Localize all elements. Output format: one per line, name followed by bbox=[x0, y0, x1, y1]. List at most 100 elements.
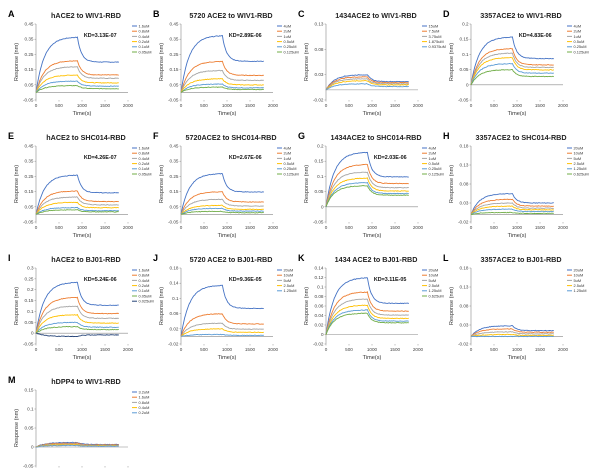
series-line bbox=[325, 76, 409, 91]
y-tick-label: 0.25 bbox=[170, 174, 179, 179]
y-tick-label: 0.35 bbox=[25, 159, 34, 164]
x-tick-label: 1000 bbox=[222, 225, 233, 230]
series-line bbox=[180, 207, 264, 215]
x-tick-label: 0 bbox=[470, 347, 473, 352]
legend-label: 4uM bbox=[574, 23, 582, 28]
chart-panel-g: G 1434ACE2 to SHC014-RBD-0.0500.050.10.15… bbox=[298, 131, 444, 239]
kd-annotation: KD=5.24E-06 bbox=[84, 277, 117, 283]
y-axis-label: Response (nm) bbox=[449, 287, 455, 325]
legend-label: 10uM bbox=[429, 273, 439, 278]
series-line bbox=[325, 163, 409, 207]
series-line bbox=[325, 291, 409, 335]
x-tick-label: 0 bbox=[180, 347, 183, 352]
series-line bbox=[180, 322, 264, 337]
series-line bbox=[180, 333, 264, 337]
legend-label: 0.8uM bbox=[139, 400, 150, 405]
legend-label: 0.05uM bbox=[139, 49, 152, 54]
series-line bbox=[325, 277, 410, 335]
legend-label: 0.5uM bbox=[284, 39, 295, 44]
y-tick-label: 0.02 bbox=[170, 326, 179, 331]
legend-label: 1uM bbox=[429, 156, 437, 161]
y-tick-label: 0.13 bbox=[460, 285, 469, 290]
series-line bbox=[180, 60, 264, 93]
legend-label: 0.2uM bbox=[139, 39, 150, 44]
x-tick-label: 2000 bbox=[123, 225, 134, 230]
series-line bbox=[470, 333, 554, 337]
x-tick-label: 500 bbox=[490, 225, 498, 230]
series-line bbox=[470, 331, 554, 338]
x-tick-label: 1000 bbox=[367, 103, 378, 108]
y-tick-label: 0.2 bbox=[317, 144, 324, 149]
panel-letter: I bbox=[8, 253, 11, 263]
legend-label: 0.625uM bbox=[574, 171, 589, 176]
chart-panel-j: J 5720 ACE2 to BJ01-RBD -0.02 0.02 0.06 0.1 0.… bbox=[153, 253, 296, 361]
y-tick-label: 0.3 bbox=[27, 266, 34, 271]
legend-label: 1.875uM bbox=[429, 39, 444, 44]
legend-label: 0.9375uM bbox=[429, 44, 446, 49]
x-tick-label: 0 bbox=[325, 347, 328, 352]
panel-title: 1434ACE2 to WIV1-RBD bbox=[335, 11, 416, 20]
legend-label: 7.5uM bbox=[429, 29, 440, 34]
x-tick-label: 2000 bbox=[123, 103, 134, 108]
x-axis-label: Time(s) bbox=[508, 355, 527, 361]
y-tick-label: 0.05 bbox=[170, 82, 179, 87]
legend-label: 2.5uM bbox=[429, 283, 440, 288]
x-axis-label: Time(s) bbox=[508, 233, 527, 239]
x-tick-label: 1500 bbox=[390, 225, 401, 230]
panel-title: 3357ACE2 to SHC014-RBD bbox=[475, 133, 566, 142]
y-axis-label: Response (nm) bbox=[304, 165, 310, 203]
x-tick-label: 2000 bbox=[558, 347, 569, 352]
panel-title: hACE2 to WIV1-RBD bbox=[51, 11, 121, 20]
y-tick-label: 0.1 bbox=[27, 407, 34, 412]
x-axis-label: Time(s) bbox=[218, 111, 237, 117]
chart-panel-c: C 1434ACE2 to WIV1-RBD -0.02 0.03 0.08 0.13 0 5… bbox=[298, 9, 446, 117]
legend-label: 0.8uM bbox=[139, 151, 150, 156]
series-line bbox=[470, 325, 554, 337]
y-tick-label: 0.15 bbox=[170, 67, 179, 72]
legend-label: 0.4uM bbox=[139, 34, 150, 39]
x-tick-label: 1500 bbox=[100, 103, 111, 108]
y-tick-label: 0.13 bbox=[460, 163, 469, 168]
x-axis-label: Time(s) bbox=[73, 233, 92, 239]
y-tick-label: 0.06 bbox=[170, 311, 179, 316]
legend-label: 4uM bbox=[284, 23, 292, 28]
y-axis-label: Response (nm) bbox=[14, 287, 20, 325]
x-tick-label: 1000 bbox=[367, 347, 378, 352]
series-line bbox=[470, 62, 555, 85]
series-line bbox=[35, 66, 119, 93]
series-line bbox=[470, 328, 554, 337]
y-tick-label: -0.05 bbox=[23, 464, 34, 468]
legend-label: 0.2uM bbox=[139, 161, 150, 166]
y-tick-label: 0.15 bbox=[170, 189, 179, 194]
kd-annotation: KD=3.13E-07 bbox=[84, 33, 117, 39]
x-tick-label: 1500 bbox=[100, 347, 111, 352]
x-tick-label: 2000 bbox=[558, 225, 569, 230]
legend-label: 3.75uM bbox=[429, 34, 442, 39]
legend-label: 1.25uM bbox=[574, 166, 587, 171]
series-line bbox=[35, 196, 119, 215]
x-tick-label: 500 bbox=[55, 347, 63, 352]
panel-letter: K bbox=[298, 253, 305, 263]
legend-label: 10uM bbox=[574, 151, 584, 156]
series-line bbox=[180, 34, 265, 93]
kd-annotation: KD=4.83E-06 bbox=[519, 33, 552, 39]
legend-label: 0.4uM bbox=[139, 405, 150, 410]
y-tick-label: 0.08 bbox=[460, 182, 469, 187]
legend-label: 0.025uM bbox=[139, 299, 154, 304]
series-line bbox=[180, 173, 264, 215]
y-tick-label: -0.02 bbox=[458, 342, 469, 347]
panel-title: 5720ACE2 to SHC014-RBD bbox=[185, 133, 276, 142]
y-tick-label: 0.2 bbox=[27, 287, 34, 292]
kd-annotation: KD=4.26E-07 bbox=[84, 155, 117, 161]
legend-label: 1uM bbox=[284, 156, 292, 161]
y-tick-label: 0.05 bbox=[170, 204, 179, 209]
series-line bbox=[180, 328, 264, 337]
series-line bbox=[180, 191, 264, 215]
legend-label: 2.5uM bbox=[574, 283, 585, 288]
legend-label: 0.125uM bbox=[429, 171, 444, 176]
x-tick-label: 1500 bbox=[245, 347, 256, 352]
y-axis-label: Response (nm) bbox=[304, 287, 310, 325]
